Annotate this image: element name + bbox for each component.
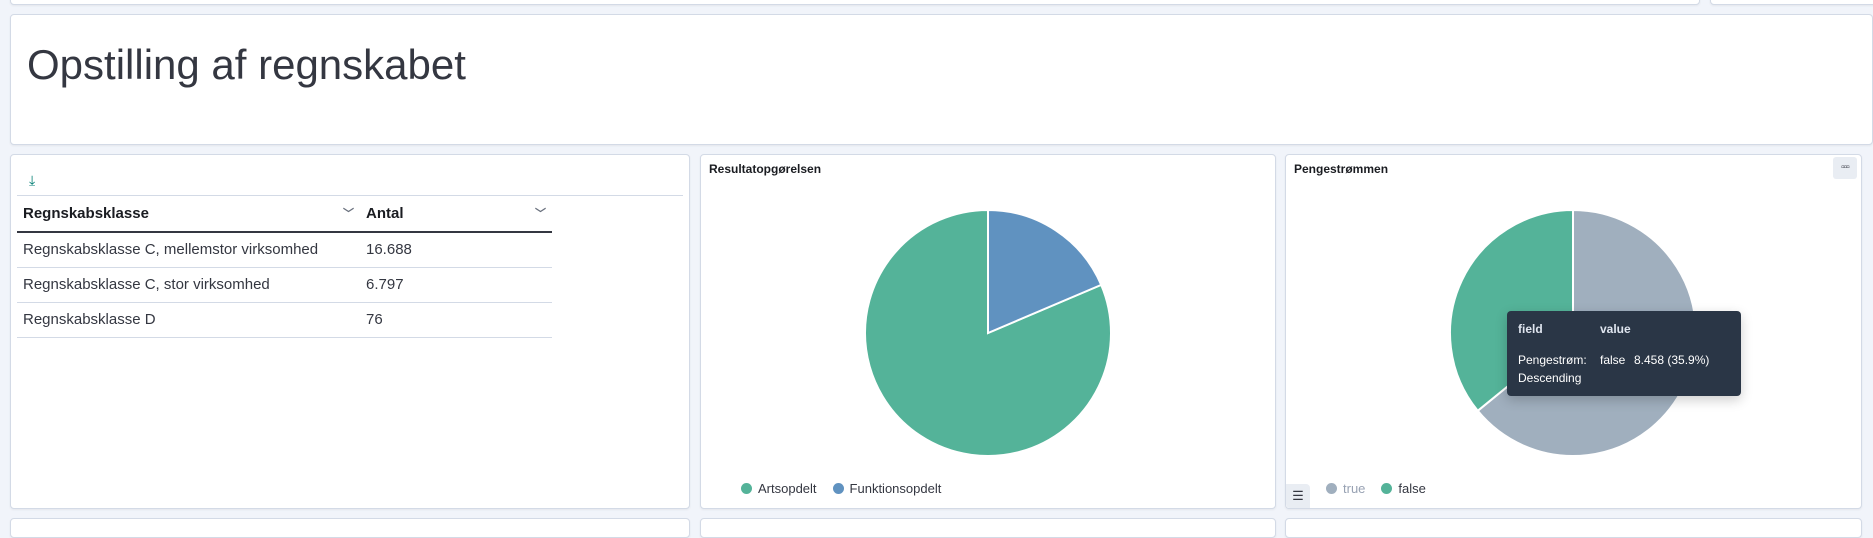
bottom-panel bbox=[1285, 518, 1862, 538]
cell-count: 76 bbox=[360, 302, 552, 338]
tooltip: field value Pengestrøm: Descending false… bbox=[1507, 311, 1741, 396]
tooltip-field-header: field bbox=[1518, 322, 1543, 336]
cell-count: 16.688 bbox=[360, 232, 552, 268]
tooltip-value: false bbox=[1600, 353, 1626, 367]
table-header: Regnskabsklasse ﹀ Antal ﹀ bbox=[17, 196, 552, 233]
bottom-panel bbox=[10, 518, 690, 538]
chevron-down-icon[interactable]: ﹀ bbox=[535, 208, 546, 220]
legend-item-false[interactable]: false bbox=[1381, 481, 1426, 496]
legend-item-funktionsopdelt[interactable]: Funktionsopdelt bbox=[832, 481, 941, 496]
top-panel-left bbox=[10, 0, 1700, 5]
data-table: Regnskabsklasse ﹀ Antal ﹀ Regnskabsklasse … bbox=[17, 196, 552, 338]
cell-class: Regnskabsklasse D bbox=[17, 302, 360, 338]
bottom-panel bbox=[700, 518, 1276, 538]
cell-class: Regnskabsklasse C, stor virksomhed bbox=[17, 267, 360, 303]
panel-options-button[interactable]: ▫▫▫ bbox=[1833, 157, 1857, 179]
pengestroem-panel: Pengestrømmen ▫▫▫ true false ☰ field val… bbox=[1285, 154, 1862, 509]
legend: Artsopdelt Funktionsopdelt bbox=[741, 481, 941, 496]
table-row: Regnskabsklasse C, stor virksomhed 6.797 bbox=[17, 267, 552, 303]
chevron-down-icon[interactable]: ﹀ bbox=[343, 208, 354, 220]
column-header-regnskabsklasse[interactable]: Regnskabsklasse ﹀ bbox=[17, 196, 360, 233]
pie-slice-funktionsopdelt[interactable] bbox=[987, 208, 1103, 335]
table-row: Regnskabsklasse D 76 bbox=[17, 302, 552, 338]
table-panel: ⤓ Regnskabsklasse ﹀ Antal ﹀ Regnskabsklass… bbox=[10, 154, 690, 509]
tooltip-count: 8.458 (35.9%) bbox=[1634, 353, 1710, 367]
tooltip-field: Pengestrøm: Descending bbox=[1518, 353, 1587, 385]
legend-item-true[interactable]: true bbox=[1326, 481, 1365, 496]
legend-item-artsopdelt[interactable]: Artsopdelt bbox=[741, 481, 817, 496]
cell-count: 6.797 bbox=[360, 267, 552, 303]
pie-slice-false[interactable] bbox=[1449, 208, 1574, 413]
top-panel-right bbox=[1710, 0, 1873, 5]
title-panel: Opstilling af regnskabet bbox=[10, 14, 1873, 145]
legend-toggle-icon[interactable]: ☰ bbox=[1286, 484, 1310, 508]
column-header-antal[interactable]: Antal ﹀ bbox=[360, 196, 552, 233]
resultat-panel: Resultatopgørelsen Artsopdelt Funktionso… bbox=[700, 154, 1276, 509]
panel-title: Resultatopgørelsen bbox=[709, 162, 822, 176]
download-icon[interactable]: ⤓ bbox=[29, 172, 36, 188]
divider bbox=[17, 195, 683, 196]
tooltip-value-header: value bbox=[1600, 322, 1631, 336]
panel-title: Pengestrømmen bbox=[1294, 162, 1389, 176]
table-row: Regnskabsklasse C, mellemstor virksomhed… bbox=[17, 232, 552, 268]
legend: true false bbox=[1326, 481, 1426, 496]
pie-chart bbox=[864, 208, 1112, 457]
cell-class: Regnskabsklasse C, mellemstor virksomhed bbox=[17, 232, 360, 268]
page-title: Opstilling af regnskabet bbox=[27, 41, 466, 88]
